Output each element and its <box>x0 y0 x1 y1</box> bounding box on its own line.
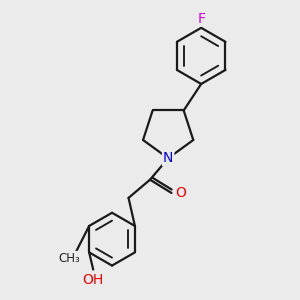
Text: N: N <box>163 151 173 165</box>
Text: O: O <box>175 186 186 200</box>
Text: OH: OH <box>82 273 104 287</box>
Text: F: F <box>197 12 205 26</box>
Text: CH₃: CH₃ <box>58 252 80 265</box>
